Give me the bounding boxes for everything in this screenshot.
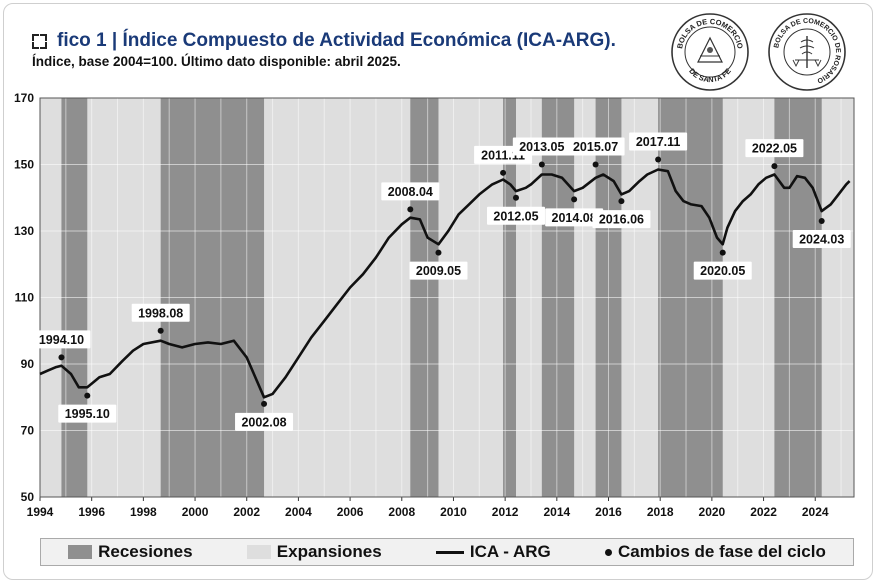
x-tick-label: 1994 — [27, 505, 54, 519]
phase-change-label-bg — [545, 208, 604, 227]
phase-change-label: 1995.10 — [65, 407, 110, 421]
chart-title: fico 1 | Índice Compuesto de Actividad E… — [57, 30, 616, 51]
phase-change-label-bg — [629, 132, 688, 151]
phase-change-label: 1994.10 — [39, 333, 84, 347]
x-tick-label: 2004 — [285, 505, 312, 519]
phase-change-label-bg — [235, 412, 294, 431]
x-tick-label: 2014 — [543, 505, 570, 519]
x-tick-label: 2020 — [699, 505, 726, 519]
phase-change-label: 2020.05 — [700, 264, 745, 278]
axes: 50 70 90 110 130 150 170 1994 1996 1998 2000 2002 20… — [14, 91, 855, 519]
x-tick-label: 2006 — [337, 505, 364, 519]
bolsa-santa-fe-seal-icon: BOLSA DE COMERCIO DE SANTA FE — [671, 13, 749, 91]
phase-change-label: 2008.04 — [388, 185, 433, 199]
legend-label-recessions: Recesiones — [98, 542, 193, 561]
y-tick-label: 90 — [21, 357, 35, 371]
legend-item-line: ICA - ARG — [435, 542, 551, 562]
phase-change-label: 2002.08 — [241, 415, 286, 429]
x-tick-label: 2010 — [440, 505, 467, 519]
recession-swatch — [68, 545, 93, 559]
legend-item-expansions: Expansiones — [246, 542, 382, 562]
phase-change-point — [58, 354, 65, 361]
phase-change-label-bg — [58, 404, 117, 423]
x-tick-label: 2016 — [595, 505, 622, 519]
y-tick-label: 50 — [21, 490, 35, 504]
phase-change-label-bg — [131, 303, 190, 322]
phase-change-label-bg — [566, 137, 625, 156]
x-tick-label: 2022 — [750, 505, 777, 519]
phase-change-label-bg — [409, 261, 468, 280]
phase-change-point — [435, 249, 442, 256]
phase-change-point — [512, 194, 519, 201]
phase-change-label-bg — [792, 230, 851, 249]
expansion-swatch — [246, 545, 271, 559]
phase-change-point — [500, 169, 507, 176]
phase-change-label-bg — [381, 182, 440, 201]
line-swatch — [435, 550, 464, 554]
phase-change-label-bg — [32, 330, 91, 349]
phase-change-label-bg — [693, 261, 752, 280]
phase-change-point — [261, 400, 268, 407]
phase-change-point — [407, 206, 414, 213]
phase-change-point — [538, 161, 545, 168]
y-tick-label: 150 — [14, 158, 34, 172]
y-tick-label: 110 — [15, 291, 35, 305]
phase-change-point — [771, 163, 778, 170]
phase-change-label: 2013.05 — [519, 140, 564, 154]
phase-change-label: 2016.06 — [599, 213, 644, 227]
phase-change-point — [571, 196, 578, 203]
phase-change-label-bg — [592, 210, 651, 229]
y-tick-label: 170 — [14, 91, 34, 105]
phase-change-point — [719, 249, 726, 256]
phase-change-label-bg — [486, 206, 545, 225]
legend-label-expansions: Expansiones — [276, 542, 382, 561]
phase-change-point — [592, 161, 599, 168]
x-tick-label: 1998 — [130, 505, 157, 519]
phase-change-point — [84, 392, 91, 399]
phase-change-point — [618, 198, 625, 205]
phase-change-label: 1998.08 — [138, 306, 183, 320]
x-tick-label: 2002 — [233, 505, 260, 519]
phase-change-label: 2012.05 — [493, 209, 538, 223]
phase-change-label: 2009.05 — [416, 264, 461, 278]
bolsa-rosario-seal-icon: BOLSA DE COMERCIO DE ROSARIO — [768, 13, 846, 91]
title-row: fico 1 | Índice Compuesto de Actividad E… — [32, 30, 616, 52]
phase-change-label: 2017.11 — [636, 135, 681, 149]
x-tick-label: 2024 — [802, 505, 829, 519]
legend-label-points: Cambios de fase del ciclo — [617, 542, 826, 561]
legend-label-line: ICA - ARG — [469, 542, 551, 561]
legend-item-points: Cambios de fase del ciclo — [604, 542, 826, 562]
series-layer — [39, 168, 851, 399]
phase-change-label-bg — [512, 137, 571, 156]
y-tick-label: 130 — [14, 224, 34, 238]
phase-change-point — [655, 156, 662, 163]
phase-change-point — [818, 218, 825, 225]
phase-change-points: 1994.10 1995.10 1998.08 2002.08 2008.04 2009.… — [32, 132, 851, 431]
phase-change-label: 2015.07 — [573, 140, 618, 154]
phase-change-label-bg — [745, 139, 804, 158]
x-tick-label: 2000 — [182, 505, 209, 519]
x-tick-label: 2018 — [647, 505, 674, 519]
phase-change-label: 2024.03 — [799, 233, 844, 247]
phase-change-point — [157, 327, 164, 334]
legend-item-recessions: Recesiones — [68, 542, 193, 562]
phase-change-label: 2022.05 — [752, 142, 797, 156]
chart-subtitle: Índice, base 2004=100. Último dato dispo… — [32, 54, 401, 69]
y-tick-label: 70 — [21, 424, 35, 438]
x-tick-label: 1996 — [78, 505, 105, 519]
legend: Recesiones Expansiones ICA - ARG Cambios… — [40, 538, 854, 566]
phase-change-label: 2014.08 — [552, 211, 597, 225]
point-swatch — [604, 548, 612, 556]
expand-icon[interactable] — [32, 33, 47, 49]
x-tick-label: 2008 — [388, 505, 415, 519]
ica-arg-line — [39, 168, 851, 399]
x-tick-label: 2012 — [492, 505, 519, 519]
plot-border — [39, 97, 855, 498]
